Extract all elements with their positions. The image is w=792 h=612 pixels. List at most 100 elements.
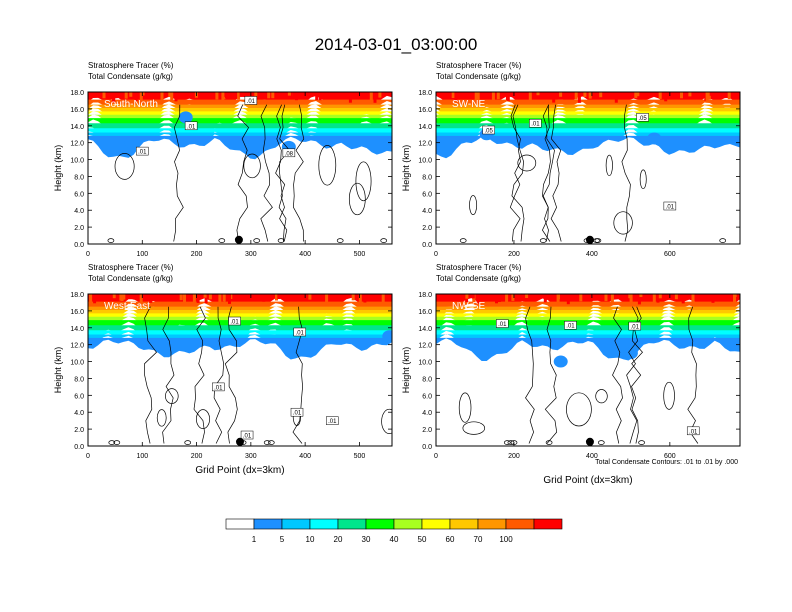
contour-label: .01 [230, 320, 239, 326]
y-tick-label: 2.0 [422, 427, 432, 434]
x-tick-label: 0 [434, 453, 438, 460]
tracer-streak [318, 294, 322, 298]
y-axis-label: Height (km) [401, 145, 411, 192]
plot-frame [435, 293, 741, 447]
y-tick-label: 12.0 [70, 141, 84, 148]
colorbar-label: 100 [499, 535, 513, 544]
tracer-streak [658, 294, 662, 299]
y-axis-label: Height (km) [53, 145, 63, 192]
tracer-streak [599, 92, 603, 98]
tracer-streak [680, 92, 683, 99]
contour-line [162, 306, 175, 444]
contour-loop [595, 389, 608, 404]
contour-loop [545, 440, 553, 445]
contour-line [511, 104, 525, 242]
tracer-blob [623, 347, 638, 360]
tracer-streak [369, 92, 373, 102]
tracer-band [88, 135, 392, 160]
tracer-streak [93, 294, 97, 304]
tracer-streak [122, 294, 126, 300]
contour-label-box [244, 96, 258, 105]
y-tick-label: 0.0 [422, 242, 432, 249]
contour-loop [277, 238, 285, 243]
tracer-blob [178, 111, 193, 124]
tracer-streak [222, 294, 226, 302]
x-axis-label: Grid Point (dx=3km) [195, 465, 284, 476]
y-axis-label: Height (km) [53, 347, 63, 394]
tracer-streak [215, 294, 219, 299]
contour-loop [462, 421, 486, 435]
tracer-streak [552, 92, 556, 103]
tracer-streak [733, 294, 736, 305]
location-marker [585, 235, 594, 244]
colorbar-cell [225, 518, 255, 530]
tracer-streak [476, 294, 480, 304]
tracer-streak [225, 92, 228, 99]
y-tick-label: 10.0 [418, 158, 432, 165]
panel-0: .01 .01 .01 .08 South-North Stratosphere Trac… [53, 61, 393, 258]
x-tick-label: 0 [86, 453, 90, 460]
y-tick-label: 10.0 [70, 360, 84, 367]
x-tick-label: 0 [434, 251, 438, 258]
colorbar-cell [393, 518, 423, 530]
contour-loop [196, 409, 210, 429]
contour-label-box [496, 319, 509, 328]
contour-label: .01 [689, 429, 698, 435]
x-axis-label: Grid Point (dx=3km) [543, 475, 632, 486]
tracer-blob [647, 132, 662, 145]
panel-3: .01 .01 .01 .01 NW-SE Stratosphere Tracer (%)… [401, 263, 741, 486]
y-tick-label: 0.0 [74, 444, 84, 451]
tracer-streak [634, 92, 638, 99]
x-tick-label: 200 [191, 453, 203, 460]
contour-line [278, 104, 290, 242]
tracer-streak [636, 92, 640, 97]
tracer-streak [170, 92, 174, 102]
tracer-streak [577, 92, 581, 103]
contour-label: .01 [296, 331, 305, 337]
panel-2: .01 .01 .01 .01 .01 .01 West-East Stratosphere … [53, 263, 393, 476]
y-tick-label: 18.0 [70, 90, 84, 97]
y-tick-label: 8.0 [74, 376, 84, 383]
colorbar-label: 50 [418, 535, 427, 544]
contour-line [260, 104, 273, 242]
tracer-streak [320, 294, 324, 298]
tracer-field [88, 92, 392, 243]
tracer-streak [540, 92, 544, 97]
tracer-blob [553, 355, 568, 368]
condensate-contours [107, 104, 388, 243]
tracer-streak [727, 92, 731, 100]
tracer-streak [218, 294, 222, 303]
tracer-streak [505, 92, 509, 100]
tracer-streak [119, 294, 123, 301]
contour-loop [381, 408, 392, 434]
colorbar-cell [533, 518, 563, 530]
x-tick-label: 0 [86, 251, 90, 258]
contour-label: .01 [138, 150, 147, 156]
panel-name: NW-SE [452, 301, 485, 312]
panel-header-condensate: Total Condensate (g/kg) [436, 274, 521, 283]
tracer-streak [711, 294, 715, 303]
contour-label-box [686, 426, 700, 436]
contour-label: .01 [531, 122, 540, 128]
tracer-streak [123, 92, 127, 97]
contour-loop [253, 238, 261, 243]
tracer-streak [221, 92, 225, 102]
tracer-streak [505, 294, 509, 305]
colorbar-label: 60 [446, 535, 455, 544]
tracer-streak [373, 92, 377, 103]
x-tick-label: 400 [586, 251, 598, 258]
x-tick-label: 400 [299, 453, 311, 460]
y-tick-label: 4.0 [74, 410, 84, 417]
x-tick-label: 300 [245, 251, 257, 258]
tracer-band [436, 320, 740, 334]
tracer-streak [363, 294, 367, 303]
contour-loop [348, 182, 366, 216]
tracer-streak [497, 294, 501, 302]
tracer-field [436, 92, 740, 243]
contour-loop [503, 440, 511, 445]
contour-loop [113, 440, 121, 445]
tracer-streak [287, 92, 291, 96]
contour-loop [336, 238, 344, 243]
tracer-streak [292, 92, 296, 98]
